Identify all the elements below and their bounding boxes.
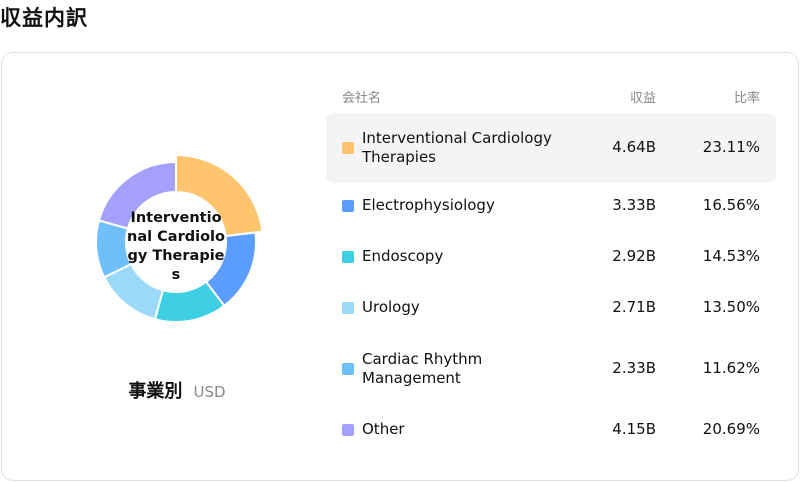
table-row[interactable]: Cardiac Rhythm Management 2.33B 11.62% <box>326 334 776 404</box>
row-company-name: Cardiac Rhythm Management <box>362 350 483 387</box>
legend-swatch <box>342 363 354 375</box>
table-row[interactable]: Endoscopy 2.92B 14.53% <box>326 232 776 282</box>
revenue-breakdown-card: Interventional Cardiology Therapies 事業別 … <box>1 52 799 481</box>
row-revenue: 2.33B <box>612 359 656 377</box>
row-ratio: 23.11% <box>702 138 760 156</box>
row-revenue: 2.92B <box>612 247 656 265</box>
table-header: 会社名 収益 比率 <box>326 87 776 107</box>
row-company-name: Urology <box>362 298 420 316</box>
chart-caption: 事業別 USD <box>2 377 352 403</box>
table-row[interactable]: Electrophysiology 3.33B 16.56% <box>326 181 776 231</box>
row-company-name: Endoscopy <box>362 247 444 265</box>
row-revenue: 4.64B <box>612 138 656 156</box>
row-revenue: 4.15B <box>612 420 656 438</box>
legend-swatch <box>342 424 354 436</box>
header-ratio: 比率 <box>733 91 760 106</box>
legend-swatch <box>342 251 354 263</box>
donut-chart <box>95 153 264 323</box>
legend-swatch <box>342 142 354 154</box>
row-company-name: Other <box>362 420 405 438</box>
row-company-name: Interventional Cardiology Therapies <box>362 129 552 166</box>
page-title: 収益内訳 <box>0 6 88 30</box>
row-ratio: 14.53% <box>702 247 760 265</box>
row-ratio: 20.69% <box>702 420 760 438</box>
header-company-name: 会社名 <box>342 91 382 106</box>
chart-area: Interventional Cardiology Therapies 事業別 … <box>2 53 352 482</box>
row-revenue: 3.33B <box>612 196 656 214</box>
row-company-name: Electrophysiology <box>362 196 495 214</box>
header-revenue: 収益 <box>629 91 656 106</box>
row-revenue: 2.71B <box>612 298 656 316</box>
donut-slice[interactable] <box>97 160 177 230</box>
row-ratio: 13.50% <box>702 298 760 316</box>
row-ratio: 11.62% <box>702 359 760 377</box>
table-row[interactable]: Interventional Cardiology Therapies 4.64B… <box>326 113 776 183</box>
table-row[interactable]: Urology 2.71B 13.50% <box>326 283 776 333</box>
caption-unit: USD <box>193 383 226 401</box>
table-row[interactable]: Other 4.15B 20.69% <box>326 405 776 455</box>
legend-swatch <box>342 302 354 314</box>
caption-title: 事業別 <box>128 381 183 402</box>
legend-swatch <box>342 200 354 212</box>
donut-slice[interactable] <box>175 153 264 238</box>
row-ratio: 16.56% <box>702 196 760 214</box>
donut-center-label: Interventional Cardiology Therapies <box>127 210 225 283</box>
